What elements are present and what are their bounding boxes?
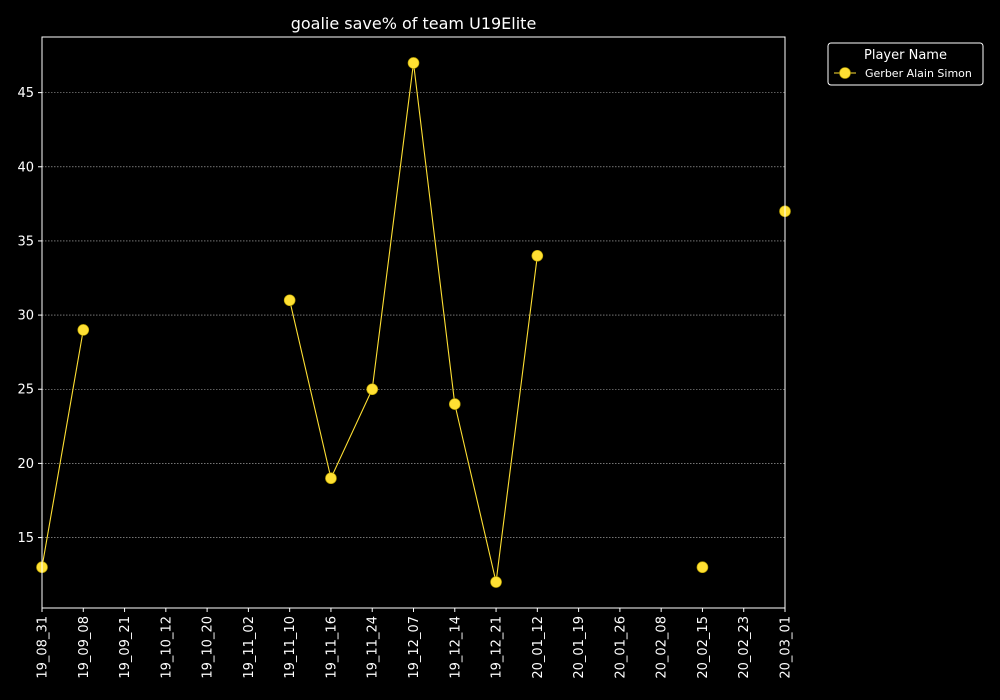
y-axis: 15 20 25 30 35 40 45 <box>17 86 42 546</box>
x-tick-label: 20_01_12 <box>531 616 546 679</box>
x-tick-label: 19_12_21 <box>490 616 505 679</box>
data-point <box>531 249 544 262</box>
x-axis: 19_08_31 19_09_08 19_09_21 19_10_12 19_10_20… <box>36 608 794 679</box>
x-tick-label: 19_12_14 <box>448 616 463 679</box>
data-point <box>696 561 709 574</box>
legend-box <box>827 42 984 86</box>
legend-marker-swatch <box>839 67 851 79</box>
x-tick-label: 20_03_01 <box>779 616 794 679</box>
y-tick-label: 45 <box>17 86 34 101</box>
y-tick-label: 20 <box>17 457 34 472</box>
grid <box>42 92 785 538</box>
x-tick-label: 19_09_21 <box>118 616 133 679</box>
data-point <box>77 324 90 336</box>
y-tick-label: 30 <box>17 309 34 324</box>
x-tick-label: 19_11_02 <box>242 616 257 679</box>
data-point <box>490 576 502 588</box>
x-tick-label: 20_02_23 <box>737 616 752 679</box>
series-layer <box>36 57 791 588</box>
y-tick-label: 25 <box>17 383 34 398</box>
series-line-segment <box>41 329 84 568</box>
chart-title: goalie save% of team U19Elite <box>291 14 537 33</box>
legend: Player Name Gerber Alain Simon <box>827 42 984 86</box>
y-tick-label: 15 <box>17 531 34 546</box>
x-tick-label: 19_09_08 <box>77 616 92 679</box>
legend-title: Player Name <box>864 48 947 63</box>
data-point <box>407 57 420 69</box>
x-tick-label: 19_11_24 <box>366 616 381 679</box>
x-tick-label: 19_10_12 <box>159 616 174 679</box>
x-tick-label: 19_11_16 <box>324 616 339 679</box>
x-tick-label: 19_08_31 <box>36 616 51 679</box>
x-tick-label: 20_01_26 <box>613 616 628 679</box>
y-tick-label: 35 <box>17 234 34 249</box>
y-tick-label: 40 <box>17 160 34 175</box>
legend-entry-label: Gerber Alain Simon <box>865 67 972 80</box>
x-tick-label: 19_11_10 <box>283 616 298 679</box>
x-tick-label: 19_12_07 <box>407 616 422 679</box>
data-point <box>325 472 337 485</box>
x-tick-label: 20_01_19 <box>572 616 587 679</box>
x-tick-label: 20_02_08 <box>655 616 670 679</box>
data-point <box>366 383 379 396</box>
data-point <box>283 294 296 307</box>
x-tick-label: 19_10_20 <box>201 616 216 679</box>
data-point <box>448 398 461 410</box>
x-tick-label: 20_02_15 <box>696 616 711 679</box>
series-0 <box>36 57 791 588</box>
